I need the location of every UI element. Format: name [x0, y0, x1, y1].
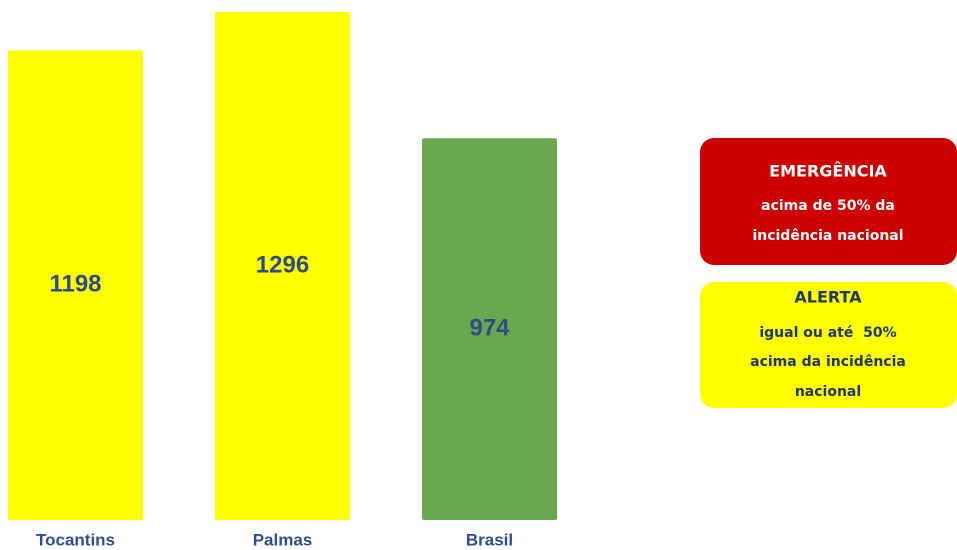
value-label: 974: [469, 314, 510, 341]
legend-text: incidência nacional: [752, 228, 903, 244]
x-tick-label: Palmas: [253, 530, 313, 549]
value-label: 1198: [49, 271, 101, 298]
legend-title: ALERTA: [794, 288, 862, 307]
legend-title: EMERGÊNCIA: [769, 162, 887, 181]
x-tick-label: Brasil: [466, 530, 513, 549]
legend-box: [700, 282, 957, 408]
legend-text: acima de 50% da: [761, 198, 895, 214]
value-label: 1296: [256, 251, 309, 278]
legend-text: acima da incidência: [750, 354, 906, 370]
legend-text: igual ou até 50%: [759, 325, 896, 341]
bar: [8, 50, 143, 521]
bar: [215, 12, 350, 520]
legend-box: [700, 138, 957, 265]
legend-text: nacional: [795, 384, 861, 400]
x-tick-label: Tocantins: [36, 530, 115, 549]
bar: [422, 138, 557, 520]
